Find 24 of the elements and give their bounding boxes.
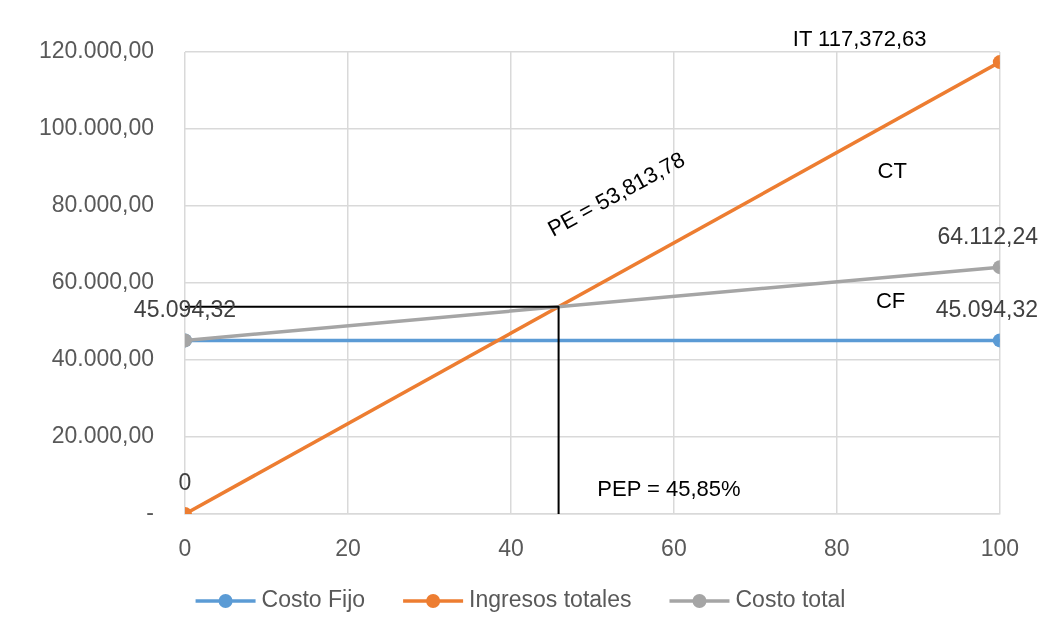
data-label: 0 [178, 469, 192, 496]
x-tick-label: 100 [980, 535, 1019, 562]
data-label: 45.094,32 [935, 295, 1038, 322]
y-tick-label: 120.000,00 [38, 37, 154, 64]
x-tick-label: 0 [178, 535, 192, 562]
x-tick-label: 40 [498, 535, 524, 562]
text: IT 117,372,63 [792, 26, 927, 52]
y-tick-label: 60.000,00 [51, 268, 154, 295]
data-label: 45.094,32 [133, 295, 237, 322]
x-tick-label: 20 [335, 535, 361, 562]
annotation: PEP = 45,85% [597, 476, 741, 502]
annotation: CT [877, 158, 907, 184]
annotation: CF [875, 287, 906, 313]
y-tick-label: 20.000,00 [51, 422, 154, 449]
x-tick-label: 80 [824, 535, 850, 562]
legend-label: Costo total [735, 586, 846, 613]
y-tick-label: 40.000,00 [51, 345, 154, 372]
y-tick-label: - [146, 499, 154, 526]
y-tick-label: 80.000,00 [51, 191, 154, 218]
legend-label: Ingresos totales [469, 586, 632, 613]
legend-label: Costo Fijo [261, 586, 366, 613]
y-tick-label: 100.000,00 [38, 114, 154, 141]
data-label: 64.112,24 [937, 222, 1039, 249]
x-tick-label: 60 [661, 535, 687, 562]
